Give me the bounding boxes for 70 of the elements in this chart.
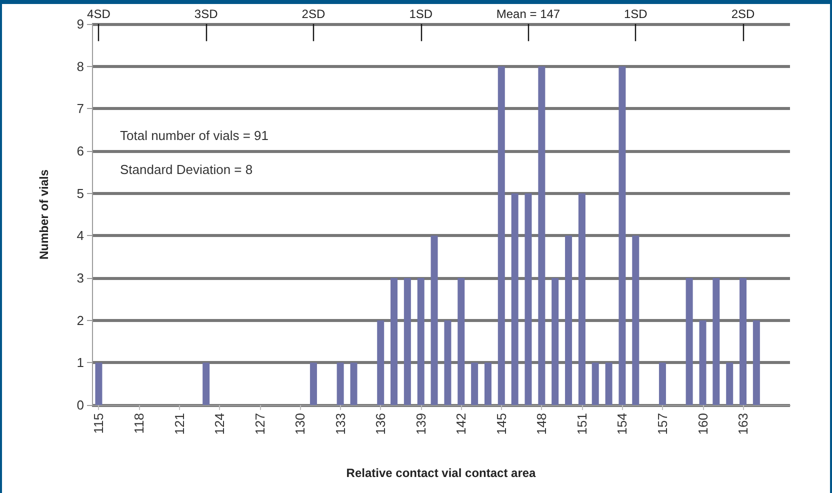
y-tick-label: 8 [76,58,84,74]
x-tick-label: 121 [172,413,187,435]
y-tick-label: 3 [76,270,84,286]
x-tick-label: 163 [736,413,751,435]
x-tick-label: 145 [494,413,509,435]
annotation: Standard Deviation = 8 [120,162,253,177]
x-axis-title: Relative contact vial contact area [346,466,536,480]
bar [458,278,465,405]
bar [390,278,398,405]
x-tick-label: 136 [373,413,388,435]
bar [699,320,706,405]
ref-line-label: 4SD [87,7,111,21]
ref-line-label: Mean = 147 [496,7,560,21]
x-tick-label: 118 [131,413,146,434]
bar [498,66,505,405]
ref-line-label: 3SD [194,7,218,21]
x-tick-label: 130 [292,413,308,435]
bar [310,362,317,405]
ref-line-label: 1SD [624,7,648,21]
bar [658,362,666,405]
bar [552,278,559,405]
bar [444,320,452,405]
bar [632,236,640,405]
x-tick-label: 133 [332,413,348,435]
y-tick-label: 0 [76,398,84,412]
bar [565,236,572,405]
y-tick-label: 5 [76,186,84,201]
x-tick-label: 160 [695,413,710,435]
bar [686,278,693,405]
x-tick-label: 148 [534,413,550,435]
y-tick-label: 6 [76,144,84,158]
ref-line-label: 2SD [302,7,326,21]
ref-line-label: 2SD [731,7,756,21]
bar [95,362,102,405]
x-tick-label: 115 [91,413,106,434]
x-tick-label: 124 [212,413,228,435]
x-tick-label: 139 [413,413,428,435]
x-tick-label: 154 [614,413,630,435]
ref-line-label: 1SD [409,7,433,21]
y-tick-label: 1 [76,355,84,370]
y-tick-label: 2 [76,312,84,328]
x-tick-label: 127 [252,413,268,435]
bar [377,320,384,405]
bar [336,362,344,405]
annotation: Total number of vials = 91 [120,128,268,143]
y-tick-label: 9 [76,16,84,32]
bar [712,278,720,405]
bar [484,362,492,405]
y-axis-title: Number of vials [37,169,51,260]
bar [726,362,734,405]
bar [511,193,518,405]
x-tick-label: 151 [574,413,590,435]
bar [404,278,411,405]
x-tick-label: 142 [454,413,469,435]
bar [524,193,532,405]
bar [430,236,438,405]
bar [202,362,210,405]
y-tick-label: 4 [76,228,84,244]
bar [578,193,586,405]
x-tick-label: 157 [654,413,670,435]
bar [417,278,424,405]
y-tick-label: 7 [76,101,84,116]
bar [592,362,599,405]
bar [740,278,747,405]
bar [471,362,478,405]
bar [752,320,760,405]
bar [350,362,358,405]
bar [618,66,626,405]
bar [538,66,546,405]
bar [605,362,612,405]
